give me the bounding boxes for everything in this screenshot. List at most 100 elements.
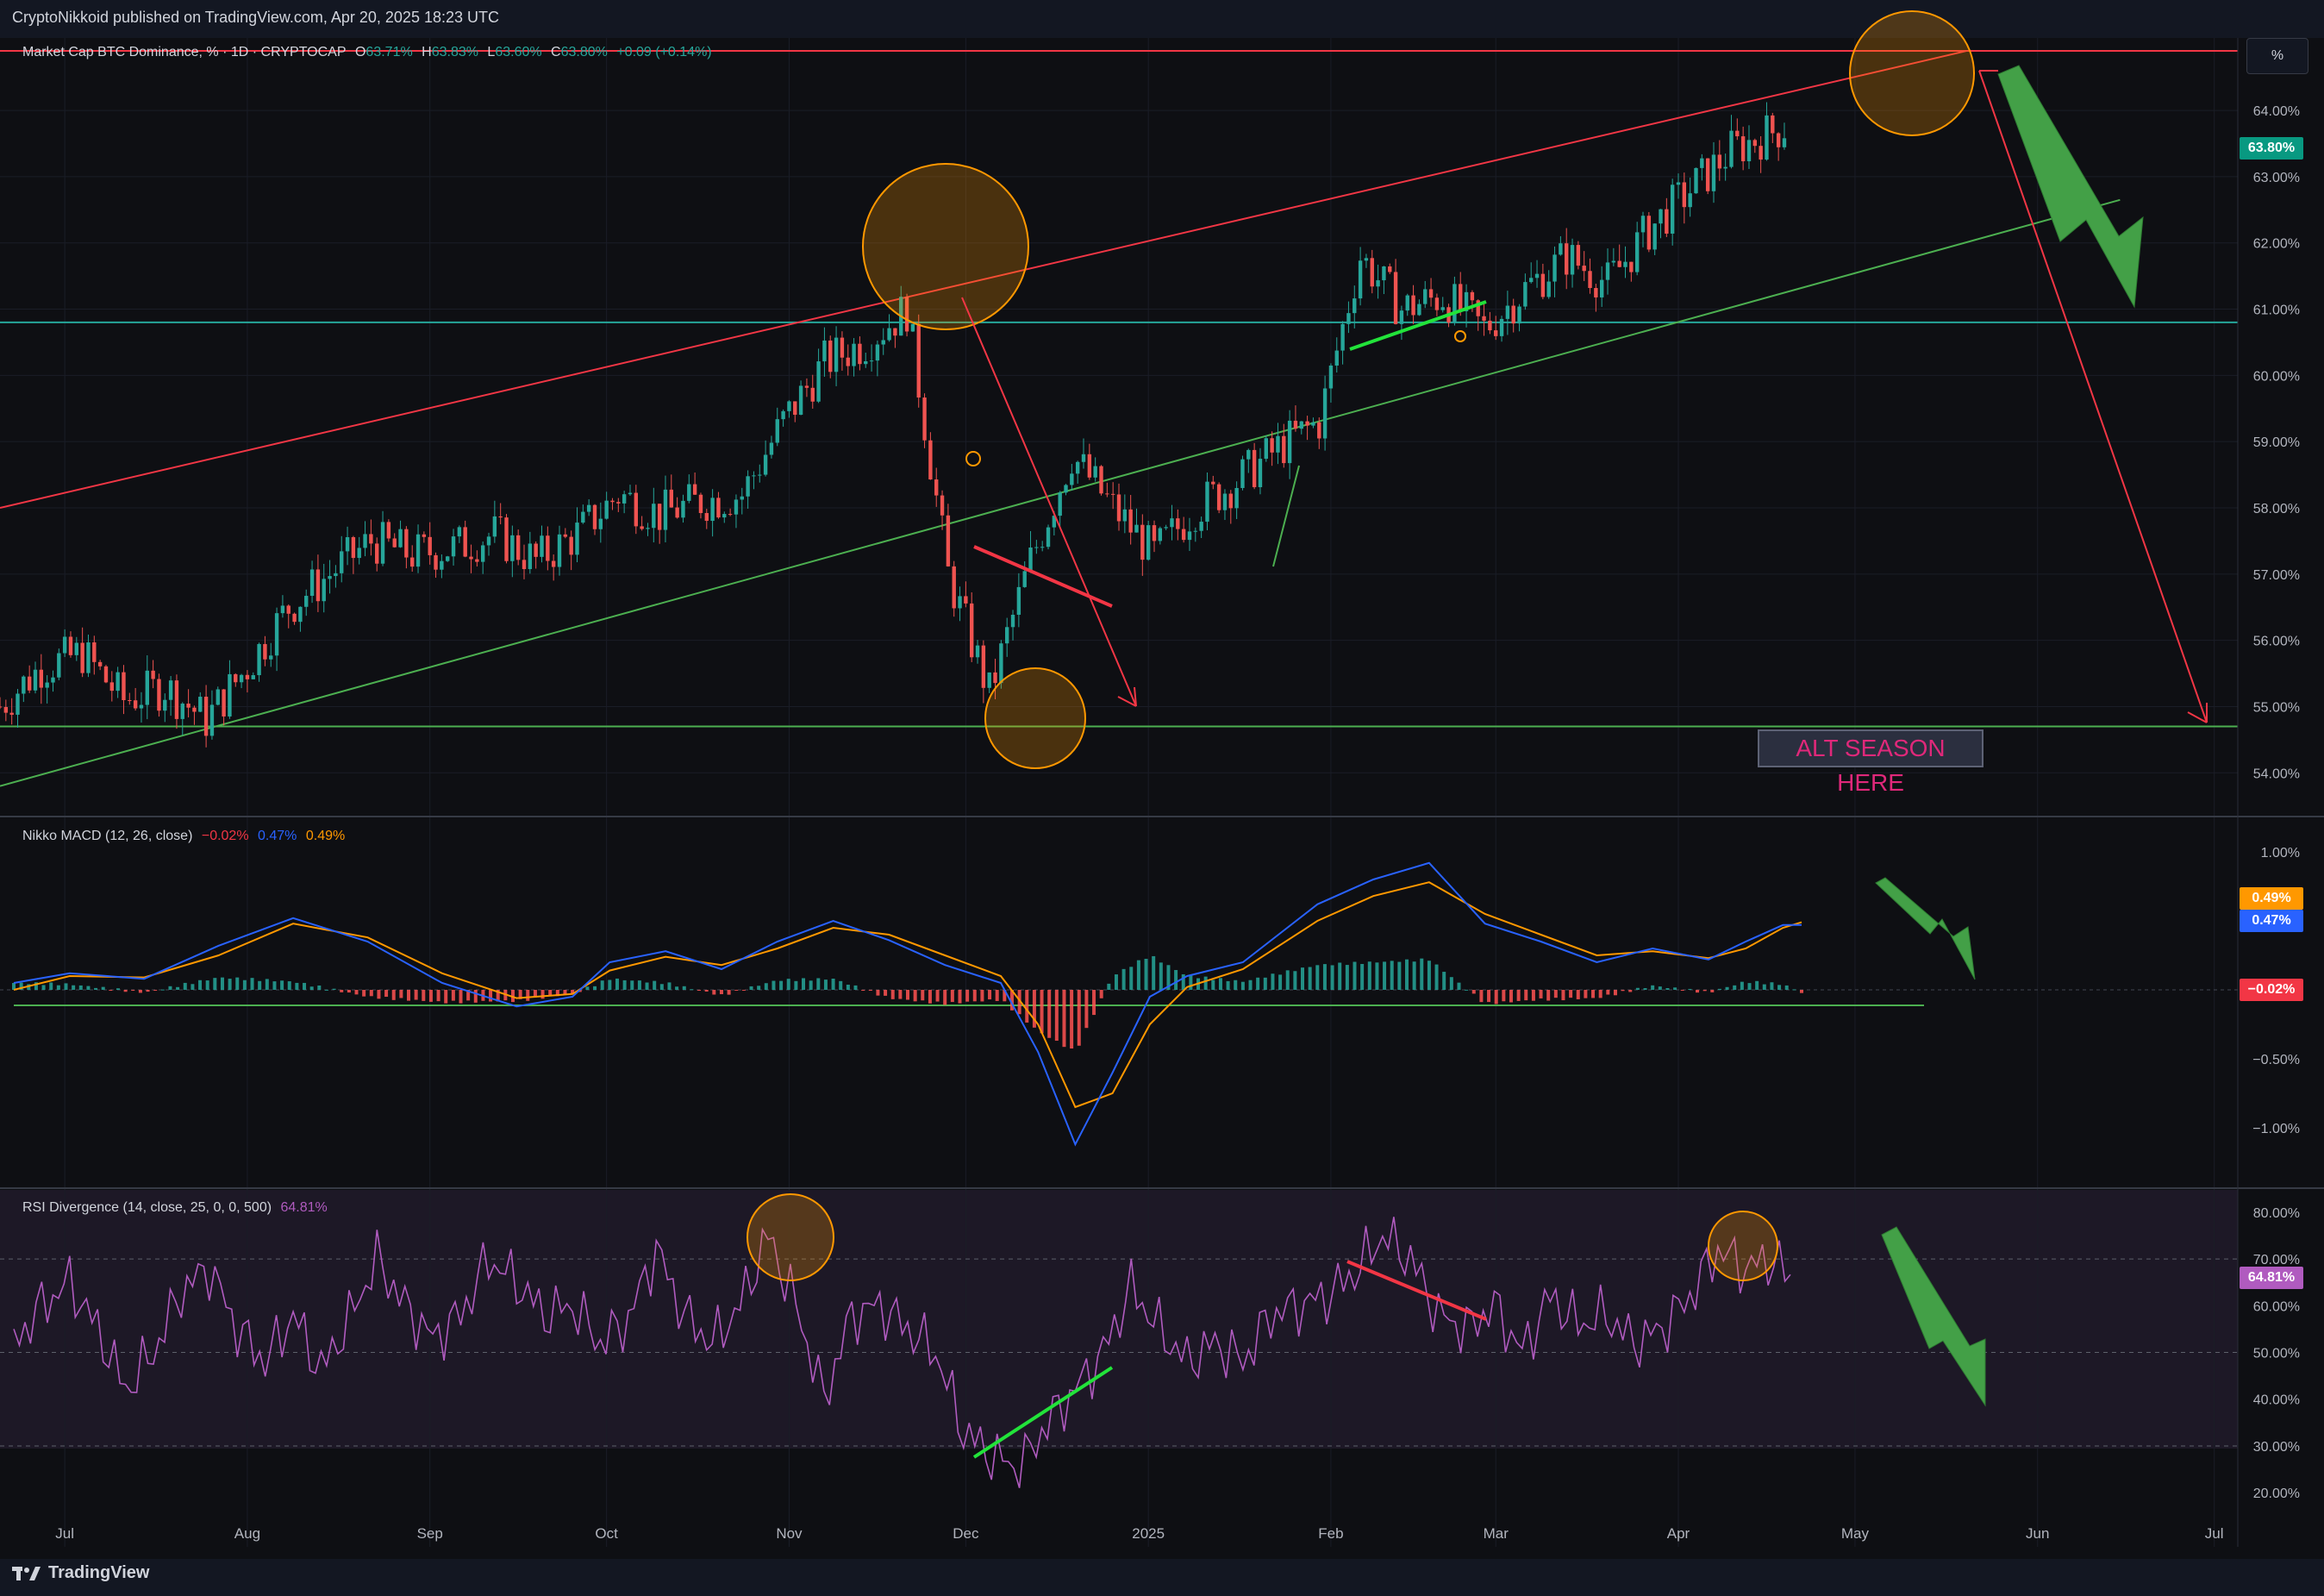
macd-histogram-bar: [704, 990, 709, 992]
candle-body: [1070, 473, 1074, 485]
macd-histogram-bar: [1226, 980, 1230, 990]
highlight-circle: [1849, 10, 1975, 136]
tradingview-logo[interactable]: TradingView: [12, 1563, 149, 1583]
macd-histogram-bar: [1665, 988, 1670, 990]
macd-histogram-bar: [1003, 990, 1007, 1002]
price-tick-label: 61.00%: [2253, 304, 2300, 318]
macd-histogram-bar: [213, 978, 217, 990]
candle-body: [515, 535, 521, 560]
macd-histogram-bar: [921, 990, 925, 1001]
candle-body: [492, 516, 497, 537]
macd-histogram-bar: [1606, 990, 1610, 995]
rsi-title[interactable]: RSI Divergence (14, close, 25, 0, 0, 500…: [22, 1200, 272, 1215]
candle-body: [1399, 310, 1404, 324]
candle-body: [640, 526, 644, 529]
candle-body: [1452, 284, 1457, 323]
macd-value-tag: 0.47%: [2240, 910, 2303, 932]
macd-histogram-bar: [943, 990, 947, 1005]
close-label: C: [551, 45, 561, 59]
candle-body: [1605, 262, 1610, 280]
candle-body: [1640, 216, 1646, 233]
candle-body: [139, 704, 144, 709]
percent-scale-button[interactable]: %: [2246, 38, 2308, 74]
candle-body: [457, 527, 462, 537]
candle-body: [910, 323, 915, 332]
rsi-tick-label: 30.00%: [2253, 1440, 2300, 1455]
candle-body: [1582, 266, 1586, 272]
macd-histogram-bar: [1345, 965, 1349, 990]
macd-histogram-bar: [64, 983, 68, 990]
candle-body: [168, 680, 173, 700]
symbol-title[interactable]: Market Cap BTC Dominance, % · 1D · CRYPT…: [22, 45, 347, 59]
macd-histogram-bar: [712, 990, 716, 995]
macd-histogram-bar: [101, 986, 105, 990]
macd-tick-label: −0.50%: [2252, 1053, 2300, 1067]
alt-season-annotation[interactable]: ALT SEASON HERE: [1758, 729, 1984, 796]
candle-body: [398, 529, 403, 548]
drawing-annotations: [747, 10, 2208, 1459]
rsi-tick-label: 40.00%: [2253, 1393, 2300, 1408]
candle-body: [893, 328, 897, 336]
candle-body: [0, 706, 3, 708]
candle-body: [710, 498, 715, 522]
macd-histogram-bar: [220, 977, 224, 990]
macd-histogram-bar: [749, 986, 753, 990]
candle-body: [1540, 273, 1546, 297]
macd-histogram-bar: [242, 980, 247, 990]
macd-histogram-bar: [1322, 964, 1327, 990]
candle-body: [952, 566, 956, 609]
macd-histogram-bar: [1434, 964, 1439, 990]
macd-histogram-bar: [1420, 958, 1424, 990]
macd-title[interactable]: Nikko MACD (12, 26, close): [22, 829, 193, 843]
candle-body: [1523, 282, 1527, 307]
candle-body: [192, 707, 197, 712]
x-axis-month-label: Sep: [417, 1525, 443, 1542]
candle-body: [1740, 136, 1746, 162]
macd-histogram-bar: [1635, 987, 1640, 990]
bottom-bar: [0, 1559, 2324, 1596]
candle-body: [716, 498, 721, 518]
candle-body: [1364, 258, 1369, 261]
macd-tick-label: −1.00%: [2252, 1122, 2300, 1136]
candle-body: [463, 527, 467, 557]
marker-circle: [965, 451, 981, 466]
macd-histogram-bar: [109, 990, 113, 991]
candle-body: [1022, 571, 1027, 587]
candle-body: [834, 337, 839, 372]
candle-body: [1052, 516, 1057, 528]
highlight-circle: [1708, 1211, 1778, 1281]
macd-histogram-bar: [160, 989, 165, 991]
macd-histogram-bar: [1442, 972, 1446, 990]
candle-body: [62, 636, 67, 654]
candle-body: [758, 474, 762, 476]
macd-histogram-bar: [407, 990, 411, 1001]
candle-body: [1146, 525, 1151, 560]
candle-body: [1346, 313, 1351, 324]
candle-body: [180, 704, 184, 719]
candle-body: [1270, 438, 1274, 453]
macd-histogram-bar: [995, 990, 999, 1001]
candle-body: [987, 672, 991, 688]
candle-body: [380, 522, 385, 564]
candle-body: [198, 697, 203, 712]
divergence-line: [1349, 300, 1487, 351]
grid-lines: [0, 38, 2238, 1547]
candle-body: [657, 504, 662, 530]
macd-histogram-bar: [258, 980, 262, 990]
candle-body: [298, 606, 303, 623]
macd-histogram-bar: [1375, 962, 1379, 990]
candle-body: [128, 699, 132, 701]
macd-histogram-bar: [608, 980, 612, 990]
macd-histogram-bar: [898, 990, 903, 999]
macd-histogram-bar: [809, 980, 813, 990]
candle-body: [1559, 243, 1563, 255]
macd-histogram-bar: [764, 983, 768, 990]
candle-body: [415, 534, 421, 567]
macd-histogram-bar: [1211, 980, 1215, 990]
candle-body: [203, 697, 209, 736]
candle-body: [793, 401, 797, 416]
macd-signal-value: 0.49%: [305, 829, 346, 843]
projection-arrow: [961, 297, 1137, 707]
macd-histogram-bar: [354, 990, 359, 995]
